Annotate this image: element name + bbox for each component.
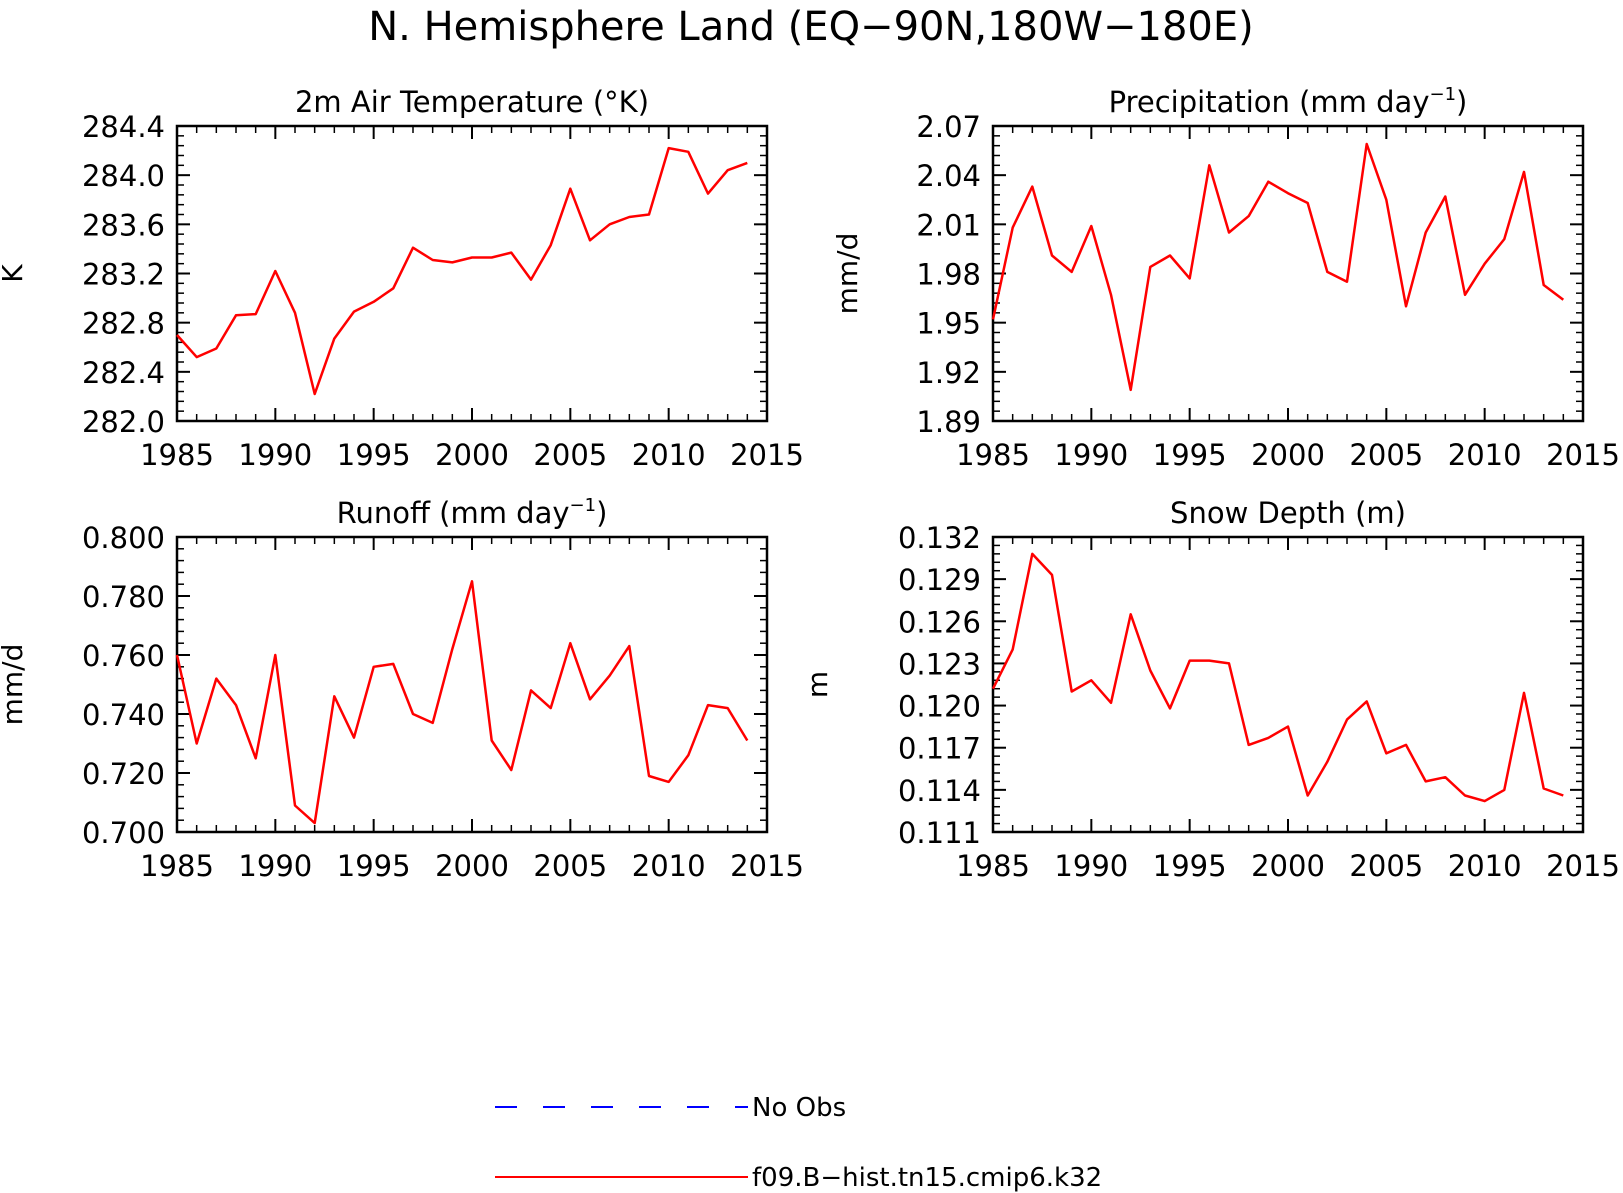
series-line [991,142,1565,392]
series-line [175,580,749,825]
x-tick-label: 1995 [1153,849,1227,883]
x-tick-label: 2000 [1251,438,1325,472]
y-tick-label: 1.98 [916,258,981,292]
y-tick-label: 2.07 [916,110,981,144]
x-tick-label: 1990 [1054,438,1128,472]
y-tick-label: 2.01 [916,208,981,242]
y-tick-label: 0.114 [898,774,981,808]
panel-4: Snow Depth (m) m 1985 1990 1995 2000 2005 2010 2… [801,496,1620,883]
series-line [991,552,1564,803]
y-axis-label: m [801,671,834,698]
legend-label-model: f09.B−hist.tn15.cmip6.k32 [752,1163,1102,1193]
x-tick-label: 2000 [435,849,509,883]
x-tick-label: 2015 [1546,849,1620,883]
y-tick-label: 1.92 [916,356,981,390]
y-tick-label: 0.780 [82,580,165,614]
plot-frame [175,124,769,423]
x-tick-label: 2005 [1349,438,1423,472]
panel-1: 2m Air Temperature (°K) K 1985 1990 1995 2000… [0,85,804,472]
y-tick-label: 0.760 [82,639,165,673]
x-tick-label: 2015 [730,438,804,472]
y-tick-label: 1.95 [916,307,981,341]
x-tick-label: 2015 [730,849,804,883]
figure-title: N. Hemisphere Land (EQ−90N,180W−180E) [368,4,1254,50]
y-tick-label: 0.740 [82,698,165,732]
x-tick-label: 1995 [1153,438,1227,472]
y-axis-label: mm/d [0,644,29,726]
x-tick-label: 1985 [140,849,214,883]
y-tick-label: 282.0 [82,405,165,439]
y-tick-label: 0.117 [898,732,981,766]
x-tick-label: 1995 [337,438,411,472]
y-tick-label: 284.4 [82,110,165,144]
y-tick-label: 0.129 [898,563,981,597]
panel-title: Snow Depth (m) [1170,496,1406,530]
y-tick-label: 0.700 [82,816,165,850]
panel-3: Runoff (mm day−1) mm/d 1985 1990 1995 2000 200… [0,495,804,883]
x-tick-label: 2005 [1349,849,1423,883]
x-tick-label: 1990 [1054,849,1128,883]
x-tick-label: 1990 [238,438,312,472]
y-axis-label: K [0,264,29,283]
legend: No Obs f09.B−hist.tn15.cmip6.k32 [495,1093,1102,1193]
x-tick-label: 2010 [632,849,706,883]
x-tick-label: 1985 [956,438,1030,472]
x-tick-label: 2005 [533,849,607,883]
legend-label-no-obs: No Obs [752,1093,846,1123]
panel-title: Runoff (mm day−1) [337,495,608,530]
x-tick-label: 1990 [238,849,312,883]
x-tick-label: 2010 [1448,438,1522,472]
y-tick-label: 0.120 [898,690,981,724]
x-tick-label: 2010 [632,438,706,472]
panel-title: 2m Air Temperature (°K) [295,85,649,119]
series-line [176,146,748,396]
x-tick-label: 1985 [956,849,1030,883]
y-tick-label: 0.720 [82,757,165,791]
x-tick-label: 1985 [140,438,214,472]
x-tick-label: 2000 [1251,849,1325,883]
y-tick-label: 0.800 [82,521,165,555]
y-tick-label: 283.2 [82,258,165,292]
y-tick-label: 0.132 [898,521,981,555]
y-tick-label: 282.8 [82,307,165,341]
panel-title: Precipitation (mm day−1) [1109,84,1468,119]
y-tick-label: 0.123 [898,647,981,681]
y-tick-label: 0.126 [898,605,981,639]
y-tick-label: 284.0 [82,159,165,193]
y-tick-label: 2.04 [916,159,981,193]
x-tick-label: 2005 [533,438,607,472]
panels: 2m Air Temperature (°K) K 1985 1990 1995 2000… [0,84,1620,883]
plot-frame [991,124,1585,423]
y-axis-label: mm/d [831,233,864,315]
x-tick-label: 2010 [1448,849,1522,883]
x-tick-label: 2000 [435,438,509,472]
panel-2: Precipitation (mm day−1) mm/d 1985 1990 1995… [831,84,1620,472]
x-tick-label: 1995 [337,849,411,883]
x-tick-label: 2015 [1546,438,1620,472]
y-tick-label: 282.4 [82,356,165,390]
y-tick-label: 0.111 [898,816,981,850]
y-tick-label: 1.89 [916,405,981,439]
y-tick-label: 283.6 [82,208,165,242]
